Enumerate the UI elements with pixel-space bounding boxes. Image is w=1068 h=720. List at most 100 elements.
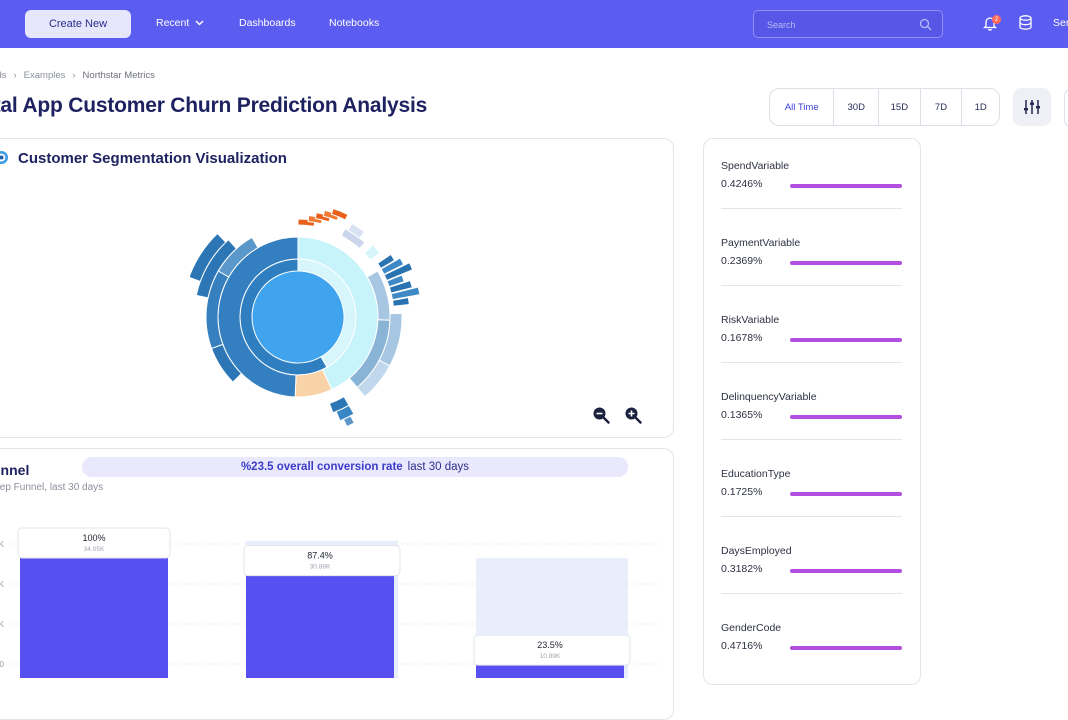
time-filter-1d[interactable]: 1D: [974, 101, 987, 113]
variable-importance-bar: [790, 415, 902, 419]
sunburst-segment[interactable]: [342, 415, 356, 428]
conversion-rate-banner: %23.5 overall conversion rate last 30 da…: [82, 457, 628, 477]
time-filter-7d[interactable]: 7D: [921, 89, 963, 125]
nav-recent-label: Recent: [156, 17, 190, 29]
variable-value: 0.2369%: [721, 255, 763, 267]
funnel-y-tick: K: [0, 620, 5, 629]
search-icon[interactable]: [919, 18, 932, 31]
funnel-step-label-box: [243, 545, 401, 577]
sliders-icon: [1024, 100, 1040, 114]
sunburst-segment[interactable]: [330, 207, 349, 221]
funnel-y-tick: K: [0, 540, 5, 549]
variable-importance-bar: [790, 492, 902, 496]
more-button[interactable]: [1064, 88, 1068, 128]
zoom-out-icon[interactable]: [592, 406, 610, 424]
time-range-selector: All Time 30D 15D 7D 1D: [769, 88, 1000, 126]
variable-name: PaymentVariable: [721, 237, 801, 249]
variable-row: DaysEmployed 0.3182%: [721, 545, 902, 594]
conversion-rate-period: last 30 days: [407, 461, 470, 473]
page-title: ital App Customer Churn Prediction Analy…: [0, 94, 428, 117]
variable-divider: [721, 208, 902, 209]
variable-row: DelinquencyVariable 0.1365%: [721, 391, 902, 440]
nav-dashboards[interactable]: Dashboards: [239, 17, 296, 29]
sunburst-segment[interactable]: [380, 257, 405, 275]
sunburst-chart[interactable]: [190, 165, 460, 435]
sunburst-segment[interactable]: [363, 244, 381, 262]
variable-divider: [721, 285, 902, 286]
variable-name: DaysEmployed: [721, 545, 792, 557]
sunburst-segment[interactable]: [314, 212, 332, 223]
nav-dashboards-label: Dashboards: [239, 17, 296, 29]
funnel-step-bar[interactable]: [20, 538, 168, 678]
funnel-step-count: 10.89K: [540, 653, 561, 660]
nav-recent[interactable]: Recent: [156, 17, 204, 29]
breadcrumb-examples[interactable]: Examples: [23, 70, 66, 81]
variable-row: RiskVariable 0.1678%: [721, 314, 902, 363]
top-navigation-bar: Create New Recent Dashboards Notebooks 2…: [0, 0, 1068, 48]
notification-badge: 2: [992, 15, 1001, 24]
sunburst-segment[interactable]: [386, 274, 405, 288]
variable-importance-bar: [790, 338, 902, 342]
funnel-step-percent: 23.5%: [537, 640, 563, 650]
sunburst-icon: [0, 151, 8, 164]
sunburst-center[interactable]: [252, 271, 344, 363]
variable-divider: [721, 593, 902, 594]
funnel-step-percent: 100%: [82, 533, 105, 543]
variable-value: 0.3182%: [721, 563, 763, 575]
breadcrumb-separator: ›: [72, 70, 76, 81]
sunburst-segment[interactable]: [388, 279, 413, 294]
sunburst-segments: [190, 207, 421, 428]
variable-name: DelinquencyVariable: [721, 391, 817, 403]
search-input[interactable]: [765, 17, 919, 33]
funnel-y-tick: K: [0, 580, 5, 589]
variable-row: PaymentVariable 0.2369%: [721, 237, 902, 286]
sunburst-segment[interactable]: [376, 253, 396, 270]
funnel-y-tick: 0: [0, 660, 5, 669]
funnel-subtitle: step Funnel, last 30 days: [0, 482, 104, 493]
variable-row: SpendVariable 0.4246%: [721, 160, 902, 209]
funnel-chart: K K K 0 100% 34.05K 87.4% 30.88K 23.5% 10.89K: [0, 527, 660, 678]
variable-importance-bar: [790, 569, 902, 573]
variable-divider: [721, 439, 902, 440]
variable-name: SpendVariable: [721, 160, 790, 172]
create-new-button[interactable]: Create New: [25, 10, 131, 38]
sunburst-segment[interactable]: [347, 222, 366, 239]
breadcrumb-separator: ›: [13, 70, 17, 81]
variable-value: 0.4246%: [721, 178, 763, 190]
funnel-step-percent: 87.4%: [307, 551, 333, 561]
variable-importance-bar: [790, 184, 902, 188]
zoom-in-icon[interactable]: [624, 406, 642, 424]
database-icon[interactable]: [1019, 15, 1032, 30]
funnel-step-count: 34.05K: [84, 546, 105, 553]
search-box: [753, 10, 943, 38]
sunburst-segment[interactable]: [391, 296, 410, 307]
sunburst-segment[interactable]: [322, 209, 340, 222]
variable-divider: [721, 362, 902, 363]
variable-row: GenderCode 0.4716%: [721, 622, 902, 652]
sunburst-segment[interactable]: [356, 359, 391, 398]
variable-name: EducationType: [721, 468, 791, 480]
chevron-down-icon: [195, 20, 204, 26]
variable-value: 0.4716%: [721, 640, 763, 652]
user-menu[interactable]: Ser: [1053, 17, 1068, 29]
sunburst-segment[interactable]: [190, 232, 227, 283]
time-filter-all-time[interactable]: All Time: [770, 89, 835, 125]
funnel-step-count: 30.88K: [310, 564, 331, 571]
nav-notebooks[interactable]: Notebooks: [329, 17, 379, 29]
variable-value: 0.1365%: [721, 409, 763, 421]
variable-name: GenderCode: [721, 622, 782, 634]
sunburst-segment[interactable]: [390, 286, 421, 301]
sunburst-segment[interactable]: [383, 261, 414, 282]
filter-settings-button[interactable]: [1013, 88, 1051, 126]
sunburst-segment[interactable]: [297, 236, 379, 391]
conversion-rate-value: %23.5 overall conversion rate: [240, 461, 403, 473]
apps-grid-icon[interactable]: [0, 16, 6, 30]
time-filter-30d[interactable]: 30D: [834, 89, 880, 125]
variable-importance-bar: [790, 646, 902, 650]
breadcrumb-current: Northstar Metrics: [82, 70, 155, 81]
breadcrumb-dashboards[interactable]: ards: [0, 70, 7, 81]
funnel-title: unnel: [0, 462, 30, 478]
time-filter-15d[interactable]: 15D: [879, 89, 921, 125]
funnel-bars: 100% 34.05K 87.4% 30.88K 23.5% 10.89K: [17, 527, 631, 678]
variable-row: EducationType 0.1725%: [721, 468, 902, 517]
